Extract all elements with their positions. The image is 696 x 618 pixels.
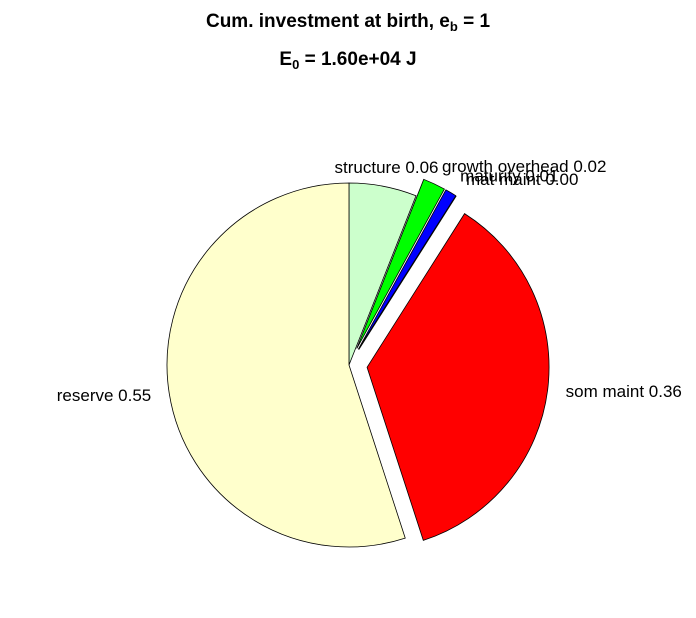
title-text: Cum. investment at birth, e bbox=[206, 11, 450, 32]
pie-slice bbox=[166, 182, 406, 548]
chart-subtitle: E0 = 1.60e+04 J bbox=[279, 49, 416, 72]
pie-slice bbox=[357, 189, 457, 350]
title-sub: b bbox=[450, 19, 458, 34]
slice-label: maturity 0.01 bbox=[460, 166, 558, 185]
pie-slice bbox=[356, 178, 445, 349]
subtitle-sub: 0 bbox=[292, 57, 299, 72]
subtitle-text: E bbox=[279, 49, 292, 70]
slice-label: som maint 0.36 bbox=[566, 382, 682, 401]
slice-label: reserve 0.55 bbox=[57, 386, 152, 405]
slice-label: structure 0.06 bbox=[335, 158, 439, 177]
slice-label: growth overhead 0.02 bbox=[442, 157, 606, 176]
pie-slice bbox=[358, 195, 457, 350]
slice-label: mat maint 0.00 bbox=[466, 170, 578, 189]
pie-slice bbox=[366, 213, 550, 541]
chart-title: Cum. investment at birth, eb = 1 bbox=[206, 11, 490, 34]
subtitle-text: = 1.60e+04 J bbox=[299, 49, 416, 70]
title-text: = 1 bbox=[458, 11, 491, 32]
